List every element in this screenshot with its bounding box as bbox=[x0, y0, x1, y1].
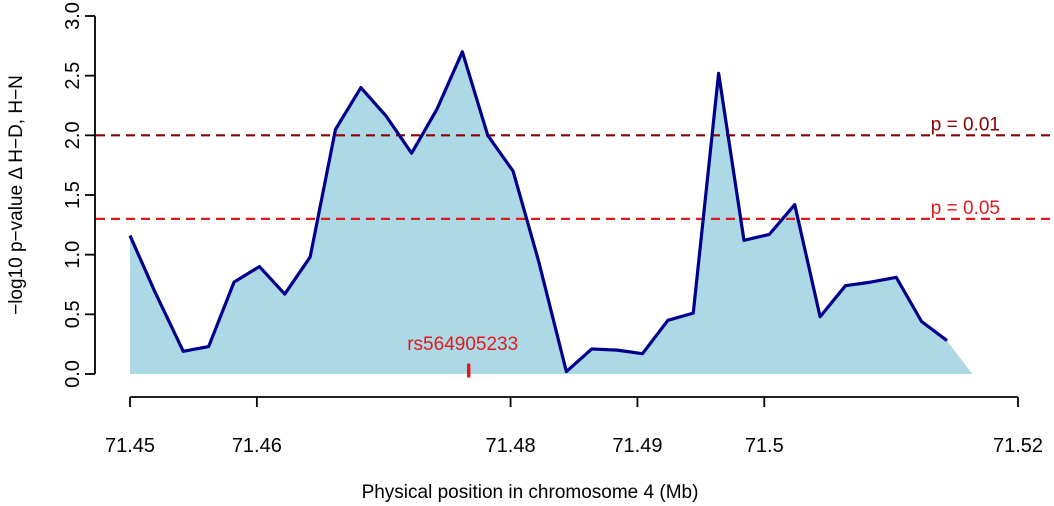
y-axis-label: −log10 p−value Δ H−D, H−N bbox=[6, 75, 27, 315]
x-tick-label: 71.48 bbox=[486, 435, 536, 457]
threshold-label: p = 0.01 bbox=[931, 114, 1000, 135]
x-tick-label: 71.49 bbox=[612, 435, 662, 457]
area-fill bbox=[130, 51, 1018, 375]
y-tick-label: 2.0 bbox=[62, 121, 84, 149]
y-tick-label: 2.5 bbox=[62, 62, 84, 90]
snp-label: rs564905233 bbox=[407, 334, 518, 355]
threshold-label: p = 0.05 bbox=[931, 198, 1000, 219]
y-tick-label: 0.5 bbox=[62, 300, 84, 328]
x-tick-label: 71.5 bbox=[745, 435, 784, 457]
x-tick-label: 71.46 bbox=[232, 435, 282, 457]
y-tick-label: 1.0 bbox=[62, 241, 84, 269]
y-tick-label: 0.0 bbox=[62, 360, 84, 388]
x-axis-label: Physical position in chromosome 4 (Mb) bbox=[362, 482, 699, 503]
x-tick-label: 71.52 bbox=[993, 435, 1043, 457]
y-tick-label: 1.5 bbox=[62, 181, 84, 209]
x-tick-label: 71.45 bbox=[105, 435, 155, 457]
y-tick-label: 3.0 bbox=[62, 2, 84, 30]
